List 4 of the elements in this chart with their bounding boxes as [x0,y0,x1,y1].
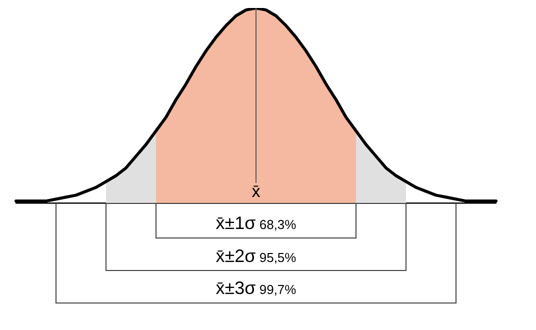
text: x̄±1σ 68,3% [216,213,296,233]
annotation: x̄ [250,182,262,202]
text: x̄±2σ 95,5% [216,246,296,266]
text: x̄±3σ 99,7% [216,278,296,298]
